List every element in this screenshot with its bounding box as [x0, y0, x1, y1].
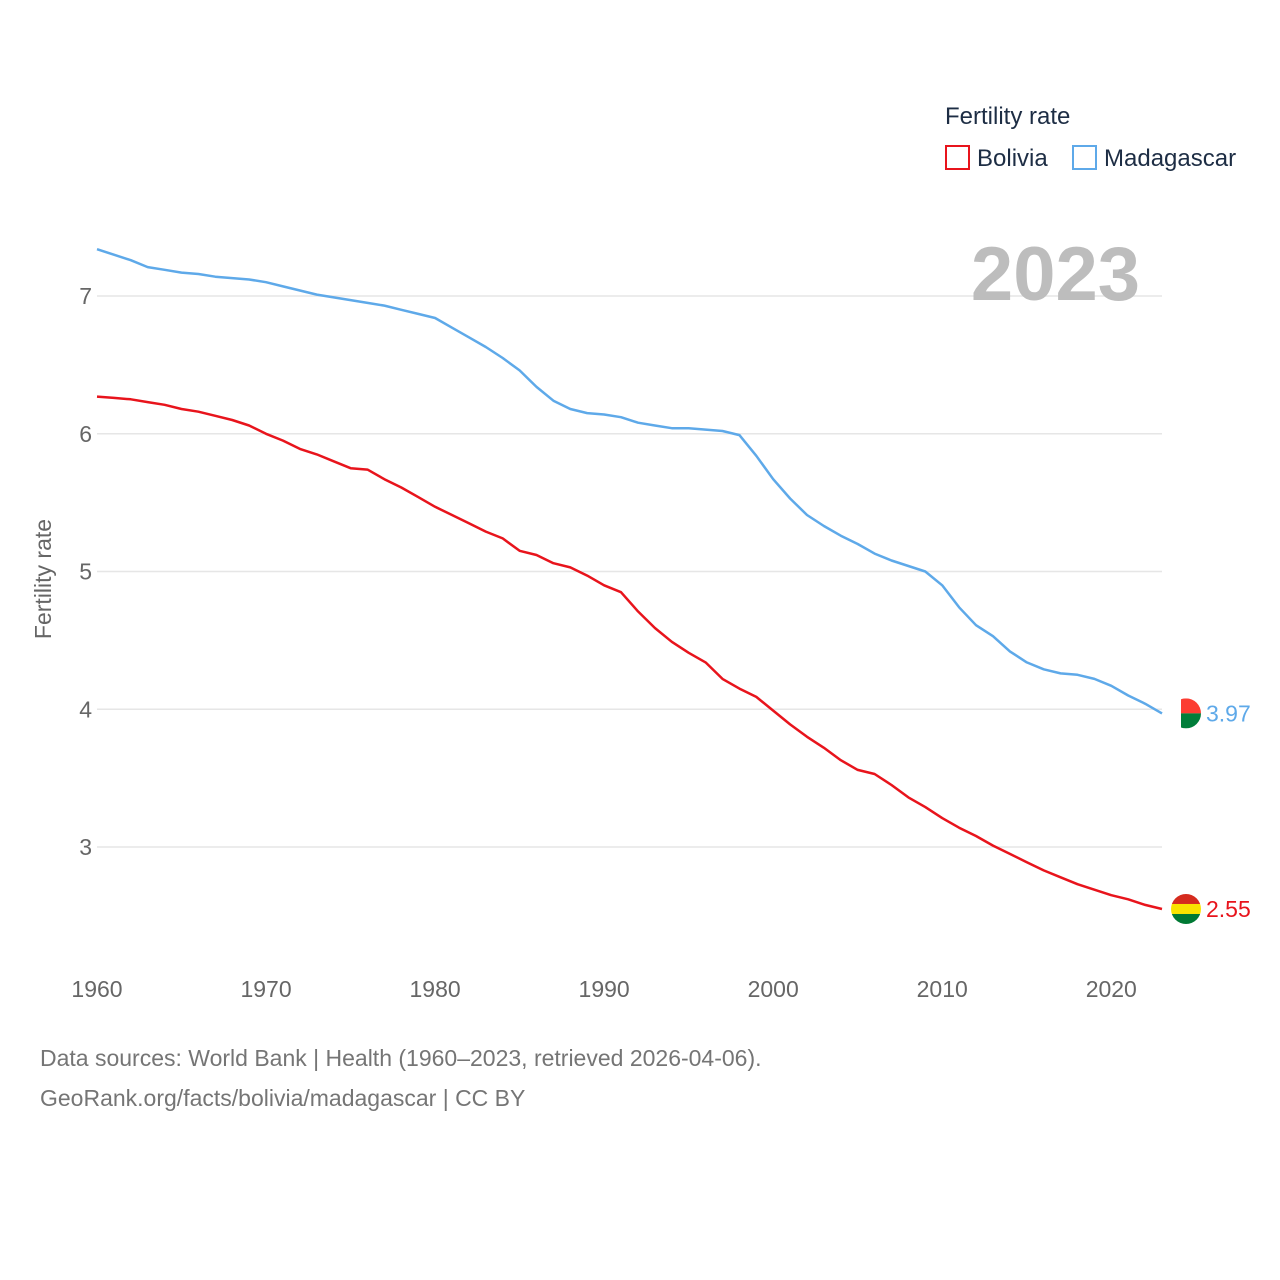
end-value-label-bolivia: 2.55	[1206, 896, 1251, 922]
year-label: 2023	[971, 232, 1140, 317]
legend-label-bolivia[interactable]: Bolivia	[977, 145, 1048, 172]
legend-label-madagascar[interactable]: Madagascar	[1104, 145, 1236, 172]
end-value-label-madagascar: 3.97	[1206, 700, 1251, 726]
series-lines	[96, 248, 1163, 911]
x-tick-label: 2020	[1086, 976, 1137, 1002]
x-tick-label: 1990	[579, 976, 630, 1002]
series-line-bolivia[interactable]	[96, 395, 1163, 911]
legend-title: Fertility rate	[945, 103, 1070, 130]
footer-credit: GeoRank.org/facts/bolivia/madagascar | C…	[40, 1085, 526, 1111]
grid	[97, 295, 1162, 848]
series-line-madagascar[interactable]	[96, 248, 1163, 715]
legend-swatch-bolivia[interactable]	[945, 145, 970, 170]
y-tick-label: 7	[79, 283, 92, 309]
y-axis: 3 4 5 6 7	[79, 283, 92, 860]
footer-sources: Data sources: World Bank | Health (1960–…	[40, 1045, 762, 1071]
series-end-markers: 2.55 3.97	[1171, 698, 1251, 924]
madagascar-flag-icon	[1171, 698, 1201, 729]
y-tick-label: 3	[79, 834, 92, 860]
y-tick-label: 6	[79, 421, 92, 447]
x-tick-label: 1970	[240, 976, 291, 1002]
y-axis-label: Fertility rate	[30, 519, 56, 639]
x-tick-label: 2000	[748, 976, 799, 1002]
legend-swatch-madagascar[interactable]	[1072, 145, 1097, 170]
x-axis: 1960 1970 1980 1990 2000 2010 2020	[71, 976, 1136, 1002]
x-tick-label: 2010	[917, 976, 968, 1002]
x-tick-label: 1980	[410, 976, 461, 1002]
legend: Fertility rate Bolivia Madagascar	[945, 103, 1236, 172]
bolivia-flag-icon	[1171, 893, 1201, 924]
x-tick-label: 1960	[71, 976, 122, 1002]
y-tick-label: 5	[79, 559, 92, 585]
y-tick-label: 4	[79, 696, 92, 722]
